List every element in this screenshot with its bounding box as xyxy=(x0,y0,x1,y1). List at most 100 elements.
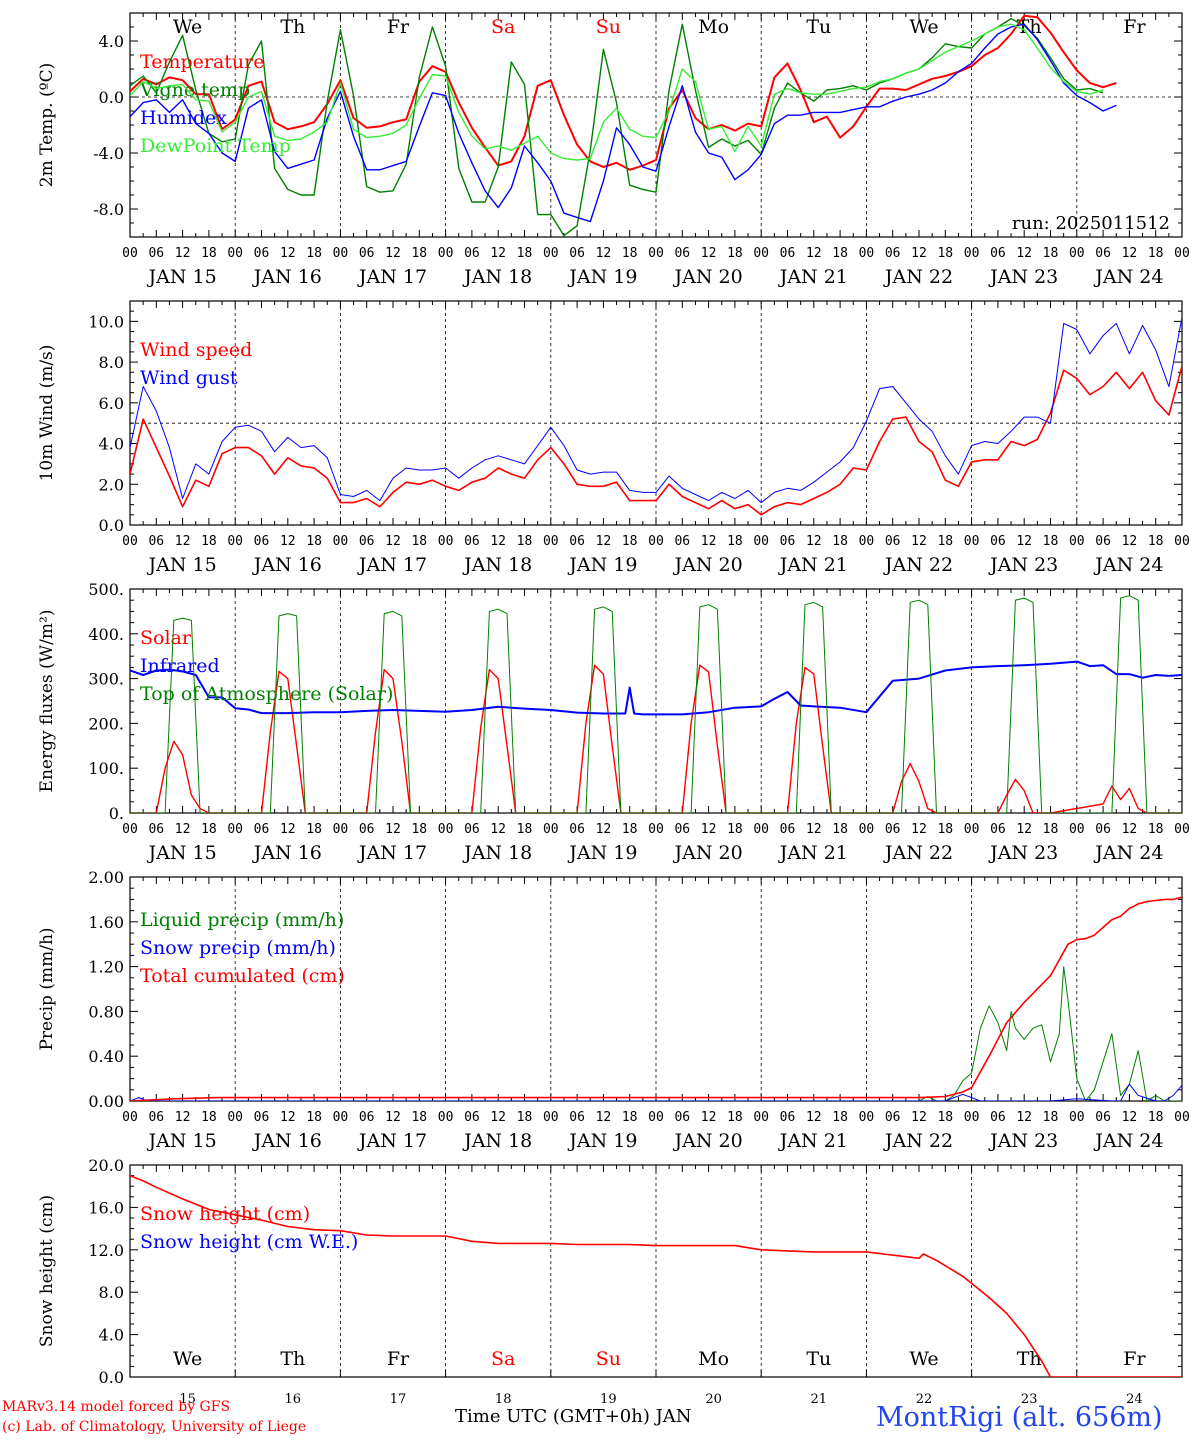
hour-tick-label: 06 xyxy=(148,534,164,549)
hour-tick-label: 18 xyxy=(1043,1110,1059,1125)
hour-tick-label: 00 xyxy=(1174,534,1190,549)
day-label: JAN 16 xyxy=(252,842,322,864)
hour-tick-label: 12 xyxy=(1122,822,1138,837)
run-label: run: 2025011512 xyxy=(1012,213,1170,234)
hour-tick-label: 06 xyxy=(674,1110,690,1125)
hour-tick-label: 00 xyxy=(1069,534,1085,549)
hour-tick-label: 06 xyxy=(148,1110,164,1125)
hour-tick-label: 00 xyxy=(964,1110,980,1125)
legend-entry: Humidex xyxy=(140,107,227,129)
hour-tick-label: 06 xyxy=(359,246,375,261)
y-tick-label: 12.0 xyxy=(88,1241,124,1260)
day-label: JAN 17 xyxy=(357,1130,427,1152)
hour-tick-label: 18 xyxy=(517,1110,533,1125)
hour-tick-label: 12 xyxy=(175,534,191,549)
panel-1: -8.0 -4.0 0.0 4.0 2m Temp. (ºC) 00 06 12 18 00 06 1… xyxy=(37,12,1190,288)
hour-tick-label: 12 xyxy=(806,534,822,549)
hour-tick-label: 06 xyxy=(1095,1110,1111,1125)
y-tick-label: 16.0 xyxy=(88,1198,124,1217)
hour-tick-label: 06 xyxy=(885,534,901,549)
hour-tick-label: 00 xyxy=(648,1110,664,1125)
hour-tick-label: 18 xyxy=(201,534,217,549)
weekday-label: Tu xyxy=(806,1348,831,1370)
hour-tick-label: 12 xyxy=(280,246,296,261)
hour-tick-label: 06 xyxy=(464,246,480,261)
day-label: JAN 21 xyxy=(778,1130,848,1152)
weekday-label: Fr xyxy=(1123,1348,1146,1370)
panel-2: 0.0 2.0 4.0 6.0 8.0 10.0 10m Wind (m/s) 00 06 12 1… xyxy=(37,300,1190,576)
hour-tick-label: 12 xyxy=(1122,1110,1138,1125)
hour-tick-label: 12 xyxy=(911,534,927,549)
day-label: JAN 19 xyxy=(567,1130,637,1152)
series-line-liquid-precip-mm-h- xyxy=(130,966,1182,1101)
series-line-snow-height-cm- xyxy=(130,1174,1182,1377)
hour-tick-label: 18 xyxy=(937,822,953,837)
hour-tick-label: 18 xyxy=(727,822,743,837)
legend-entry: Solar xyxy=(140,627,192,649)
hour-tick-label: 18 xyxy=(1148,246,1164,261)
weekday-label: Fr xyxy=(387,16,410,38)
day-label: JAN 22 xyxy=(883,554,953,576)
hour-tick-label: 12 xyxy=(1016,822,1032,837)
credit-line-2: (c) Lab. of Climatology, University of L… xyxy=(2,1419,307,1435)
hour-tick-label: 12 xyxy=(911,822,927,837)
weekday-label: Th xyxy=(1017,1348,1042,1370)
hour-tick-label: 00 xyxy=(1174,1110,1190,1125)
weekday-label: Fr xyxy=(1123,16,1146,38)
day-number-label: 22 xyxy=(916,1392,933,1407)
hour-tick-label: 18 xyxy=(306,246,322,261)
weekday-label: Mo xyxy=(698,1348,729,1370)
hour-tick-label: 00 xyxy=(122,246,138,261)
hour-tick-label: 12 xyxy=(385,822,401,837)
hour-tick-label: 18 xyxy=(1148,822,1164,837)
hour-tick-label: 00 xyxy=(648,246,664,261)
day-label: JAN 17 xyxy=(357,554,427,576)
day-label: JAN 20 xyxy=(673,842,743,864)
y-tick-label: 0.00 xyxy=(88,1092,124,1111)
day-label: JAN 17 xyxy=(357,266,427,288)
day-label: JAN 24 xyxy=(1093,554,1163,576)
day-label: JAN 22 xyxy=(883,266,953,288)
hour-tick-label: 18 xyxy=(937,246,953,261)
day-number-label: 19 xyxy=(600,1392,617,1407)
hour-tick-label: 00 xyxy=(122,1110,138,1125)
hour-tick-label: 00 xyxy=(227,822,243,837)
hour-tick-label: 00 xyxy=(859,822,875,837)
hour-tick-label: 18 xyxy=(727,1110,743,1125)
hour-tick-label: 18 xyxy=(937,1110,953,1125)
hour-tick-label: 12 xyxy=(490,1110,506,1125)
series-line-wind-speed xyxy=(130,365,1182,516)
day-label: JAN 20 xyxy=(673,266,743,288)
day-number-label: 15 xyxy=(179,1392,196,1407)
weekday-label: Th xyxy=(280,16,305,38)
day-label: JAN 18 xyxy=(462,554,532,576)
day-label: JAN 19 xyxy=(567,554,637,576)
y-tick-label: 0. xyxy=(109,804,124,823)
hour-tick-label: 18 xyxy=(201,246,217,261)
hour-tick-label: 00 xyxy=(753,822,769,837)
day-label: JAN 15 xyxy=(147,842,217,864)
weekday-label: We xyxy=(909,1348,938,1370)
y-tick-label: 0.0 xyxy=(99,516,124,535)
legend-entry: DewPoint Temp xyxy=(140,135,291,157)
hour-tick-label: 06 xyxy=(885,1110,901,1125)
day-label: JAN 24 xyxy=(1093,842,1163,864)
hour-tick-label: 00 xyxy=(1174,822,1190,837)
hour-tick-label: 12 xyxy=(490,534,506,549)
y-tick-label: 200. xyxy=(88,714,124,733)
hour-tick-label: 00 xyxy=(753,1110,769,1125)
day-label: JAN 24 xyxy=(1093,1130,1163,1152)
hour-tick-label: 00 xyxy=(333,822,349,837)
day-label: JAN 24 xyxy=(1093,266,1163,288)
weekday-label: Th xyxy=(1017,16,1042,38)
y-axis-label: 2m Temp. (ºC) xyxy=(37,63,57,188)
panel-frame xyxy=(129,12,1183,238)
hour-tick-label: 18 xyxy=(832,534,848,549)
hour-tick-label: 06 xyxy=(990,1110,1006,1125)
hour-tick-label: 18 xyxy=(201,822,217,837)
hour-tick-label: 00 xyxy=(438,822,454,837)
hour-tick-label: 00 xyxy=(753,246,769,261)
hour-tick-label: 12 xyxy=(596,534,612,549)
hour-tick-label: 00 xyxy=(1069,822,1085,837)
y-tick-label: 8.0 xyxy=(99,353,124,372)
